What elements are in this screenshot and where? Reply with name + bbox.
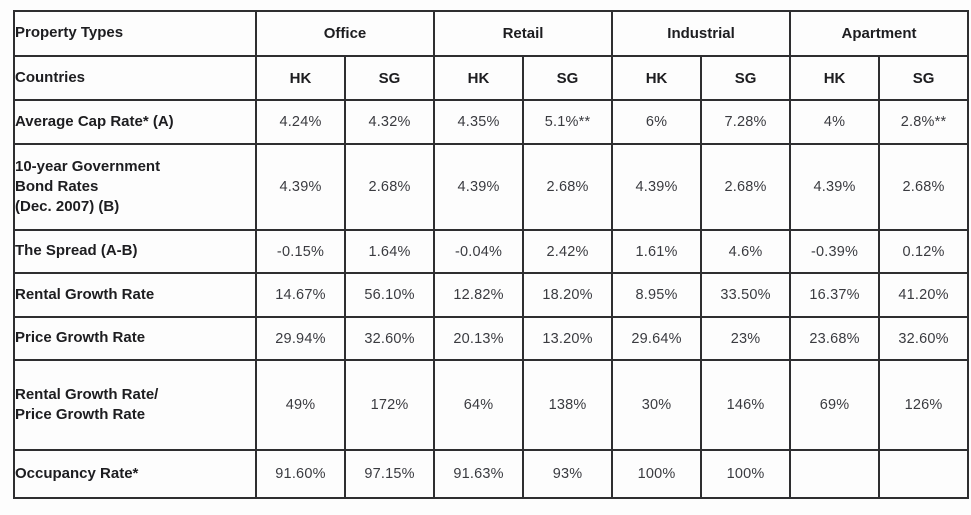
- table-row-price-growth: Price Growth Rate 29.94% 32.60% 20.13% 1…: [13, 316, 970, 361]
- value-cell: 6%: [611, 99, 703, 145]
- value-cell: 4.39%: [611, 143, 703, 231]
- value-cell: 1.64%: [343, 229, 436, 274]
- country-header-apartment-sg: SG: [878, 55, 970, 101]
- value-cell: 7.28%: [700, 99, 792, 145]
- value-cell: [789, 449, 881, 499]
- value-cell: 146%: [700, 359, 792, 451]
- value-cell: 13.20%: [522, 316, 614, 361]
- value-cell: 20.13%: [433, 316, 525, 361]
- value-cell: 12.82%: [433, 272, 525, 318]
- value-cell: 14.67%: [255, 272, 346, 318]
- value-cell: 56.10%: [343, 272, 436, 318]
- table-row-bond-rates: 10-year Government Bond Rates (Dec. 2007…: [13, 143, 970, 231]
- value-cell: 29.64%: [611, 316, 703, 361]
- value-cell: 126%: [878, 359, 970, 451]
- property-cap-rate-table: Property Types Office Retail Industrial …: [13, 10, 970, 499]
- value-cell: 2.68%: [343, 143, 436, 231]
- countries-row: Countries HK SG HK SG HK SG HK SG: [13, 55, 970, 101]
- table-row-occupancy: Occupancy Rate* 91.60% 97.15% 91.63% 93%…: [13, 449, 970, 499]
- table-row-rental-price-ratio: Rental Growth Rate/ Price Growth Rate 49…: [13, 359, 970, 451]
- value-cell: 4%: [789, 99, 881, 145]
- value-cell: -0.15%: [255, 229, 346, 274]
- value-cell: 100%: [611, 449, 703, 499]
- country-header-retail-hk: HK: [433, 55, 525, 101]
- group-header-retail: Retail: [433, 10, 614, 57]
- table-row-rental-growth: Rental Growth Rate 14.67% 56.10% 12.82% …: [13, 272, 970, 318]
- value-cell: 4.39%: [433, 143, 525, 231]
- value-cell: 91.60%: [255, 449, 346, 499]
- value-cell: 49%: [255, 359, 346, 451]
- value-cell: 0.12%: [878, 229, 970, 274]
- value-cell: 97.15%: [343, 449, 436, 499]
- table-row-spread: The Spread (A-B) -0.15% 1.64% -0.04% 2.4…: [13, 229, 970, 274]
- value-cell: 29.94%: [255, 316, 346, 361]
- value-cell: 8.95%: [611, 272, 703, 318]
- country-header-retail-sg: SG: [522, 55, 614, 101]
- value-cell: 2.8%**: [878, 99, 970, 145]
- value-cell: 2.68%: [522, 143, 614, 231]
- row-label: Average Cap Rate* (A): [13, 99, 257, 145]
- country-header-industrial-sg: SG: [700, 55, 792, 101]
- row-label: Price Growth Rate: [13, 316, 257, 361]
- value-cell: -0.39%: [789, 229, 881, 274]
- value-cell: [878, 449, 970, 499]
- table-row-average-cap-rate: Average Cap Rate* (A) 4.24% 4.32% 4.35% …: [13, 99, 970, 145]
- value-cell: 16.37%: [789, 272, 881, 318]
- value-cell: 69%: [789, 359, 881, 451]
- country-header-industrial-hk: HK: [611, 55, 703, 101]
- value-cell: 23%: [700, 316, 792, 361]
- row-label: The Spread (A-B): [13, 229, 257, 274]
- value-cell: 41.20%: [878, 272, 970, 318]
- value-cell: 2.42%: [522, 229, 614, 274]
- value-cell: 4.6%: [700, 229, 792, 274]
- value-cell: 100%: [700, 449, 792, 499]
- value-cell: 4.32%: [343, 99, 436, 145]
- country-header-office-sg: SG: [343, 55, 436, 101]
- value-cell: 4.39%: [789, 143, 881, 231]
- value-cell: 2.68%: [700, 143, 792, 231]
- value-cell: 4.35%: [433, 99, 525, 145]
- value-cell: 18.20%: [522, 272, 614, 318]
- value-cell: 23.68%: [789, 316, 881, 361]
- row-label: Rental Growth Rate/ Price Growth Rate: [13, 359, 257, 451]
- value-cell: 30%: [611, 359, 703, 451]
- value-cell: -0.04%: [433, 229, 525, 274]
- value-cell: 2.68%: [878, 143, 970, 231]
- group-header-office: Office: [254, 10, 436, 57]
- property-types-row: Property Types Office Retail Industrial …: [13, 10, 970, 57]
- value-cell: 1.61%: [611, 229, 703, 274]
- value-cell: 32.60%: [878, 316, 970, 361]
- value-cell: 4.24%: [255, 99, 346, 145]
- value-cell: 91.63%: [433, 449, 525, 499]
- country-header-apartment-hk: HK: [789, 55, 881, 101]
- property-types-label: Property Types: [13, 10, 257, 57]
- value-cell: 32.60%: [343, 316, 436, 361]
- group-header-apartment: Apartment: [789, 10, 970, 57]
- value-cell: 5.1%**: [522, 99, 614, 145]
- value-cell: 172%: [343, 359, 436, 451]
- countries-label: Countries: [13, 55, 257, 101]
- row-label: Rental Growth Rate: [13, 272, 257, 318]
- group-header-industrial: Industrial: [611, 10, 792, 57]
- value-cell: 93%: [522, 449, 614, 499]
- value-cell: 4.39%: [255, 143, 346, 231]
- row-label: Occupancy Rate*: [13, 449, 257, 499]
- row-label: 10-year Government Bond Rates (Dec. 2007…: [13, 143, 257, 231]
- value-cell: 33.50%: [700, 272, 792, 318]
- country-header-office-hk: HK: [255, 55, 346, 101]
- value-cell: 64%: [433, 359, 525, 451]
- value-cell: 138%: [522, 359, 614, 451]
